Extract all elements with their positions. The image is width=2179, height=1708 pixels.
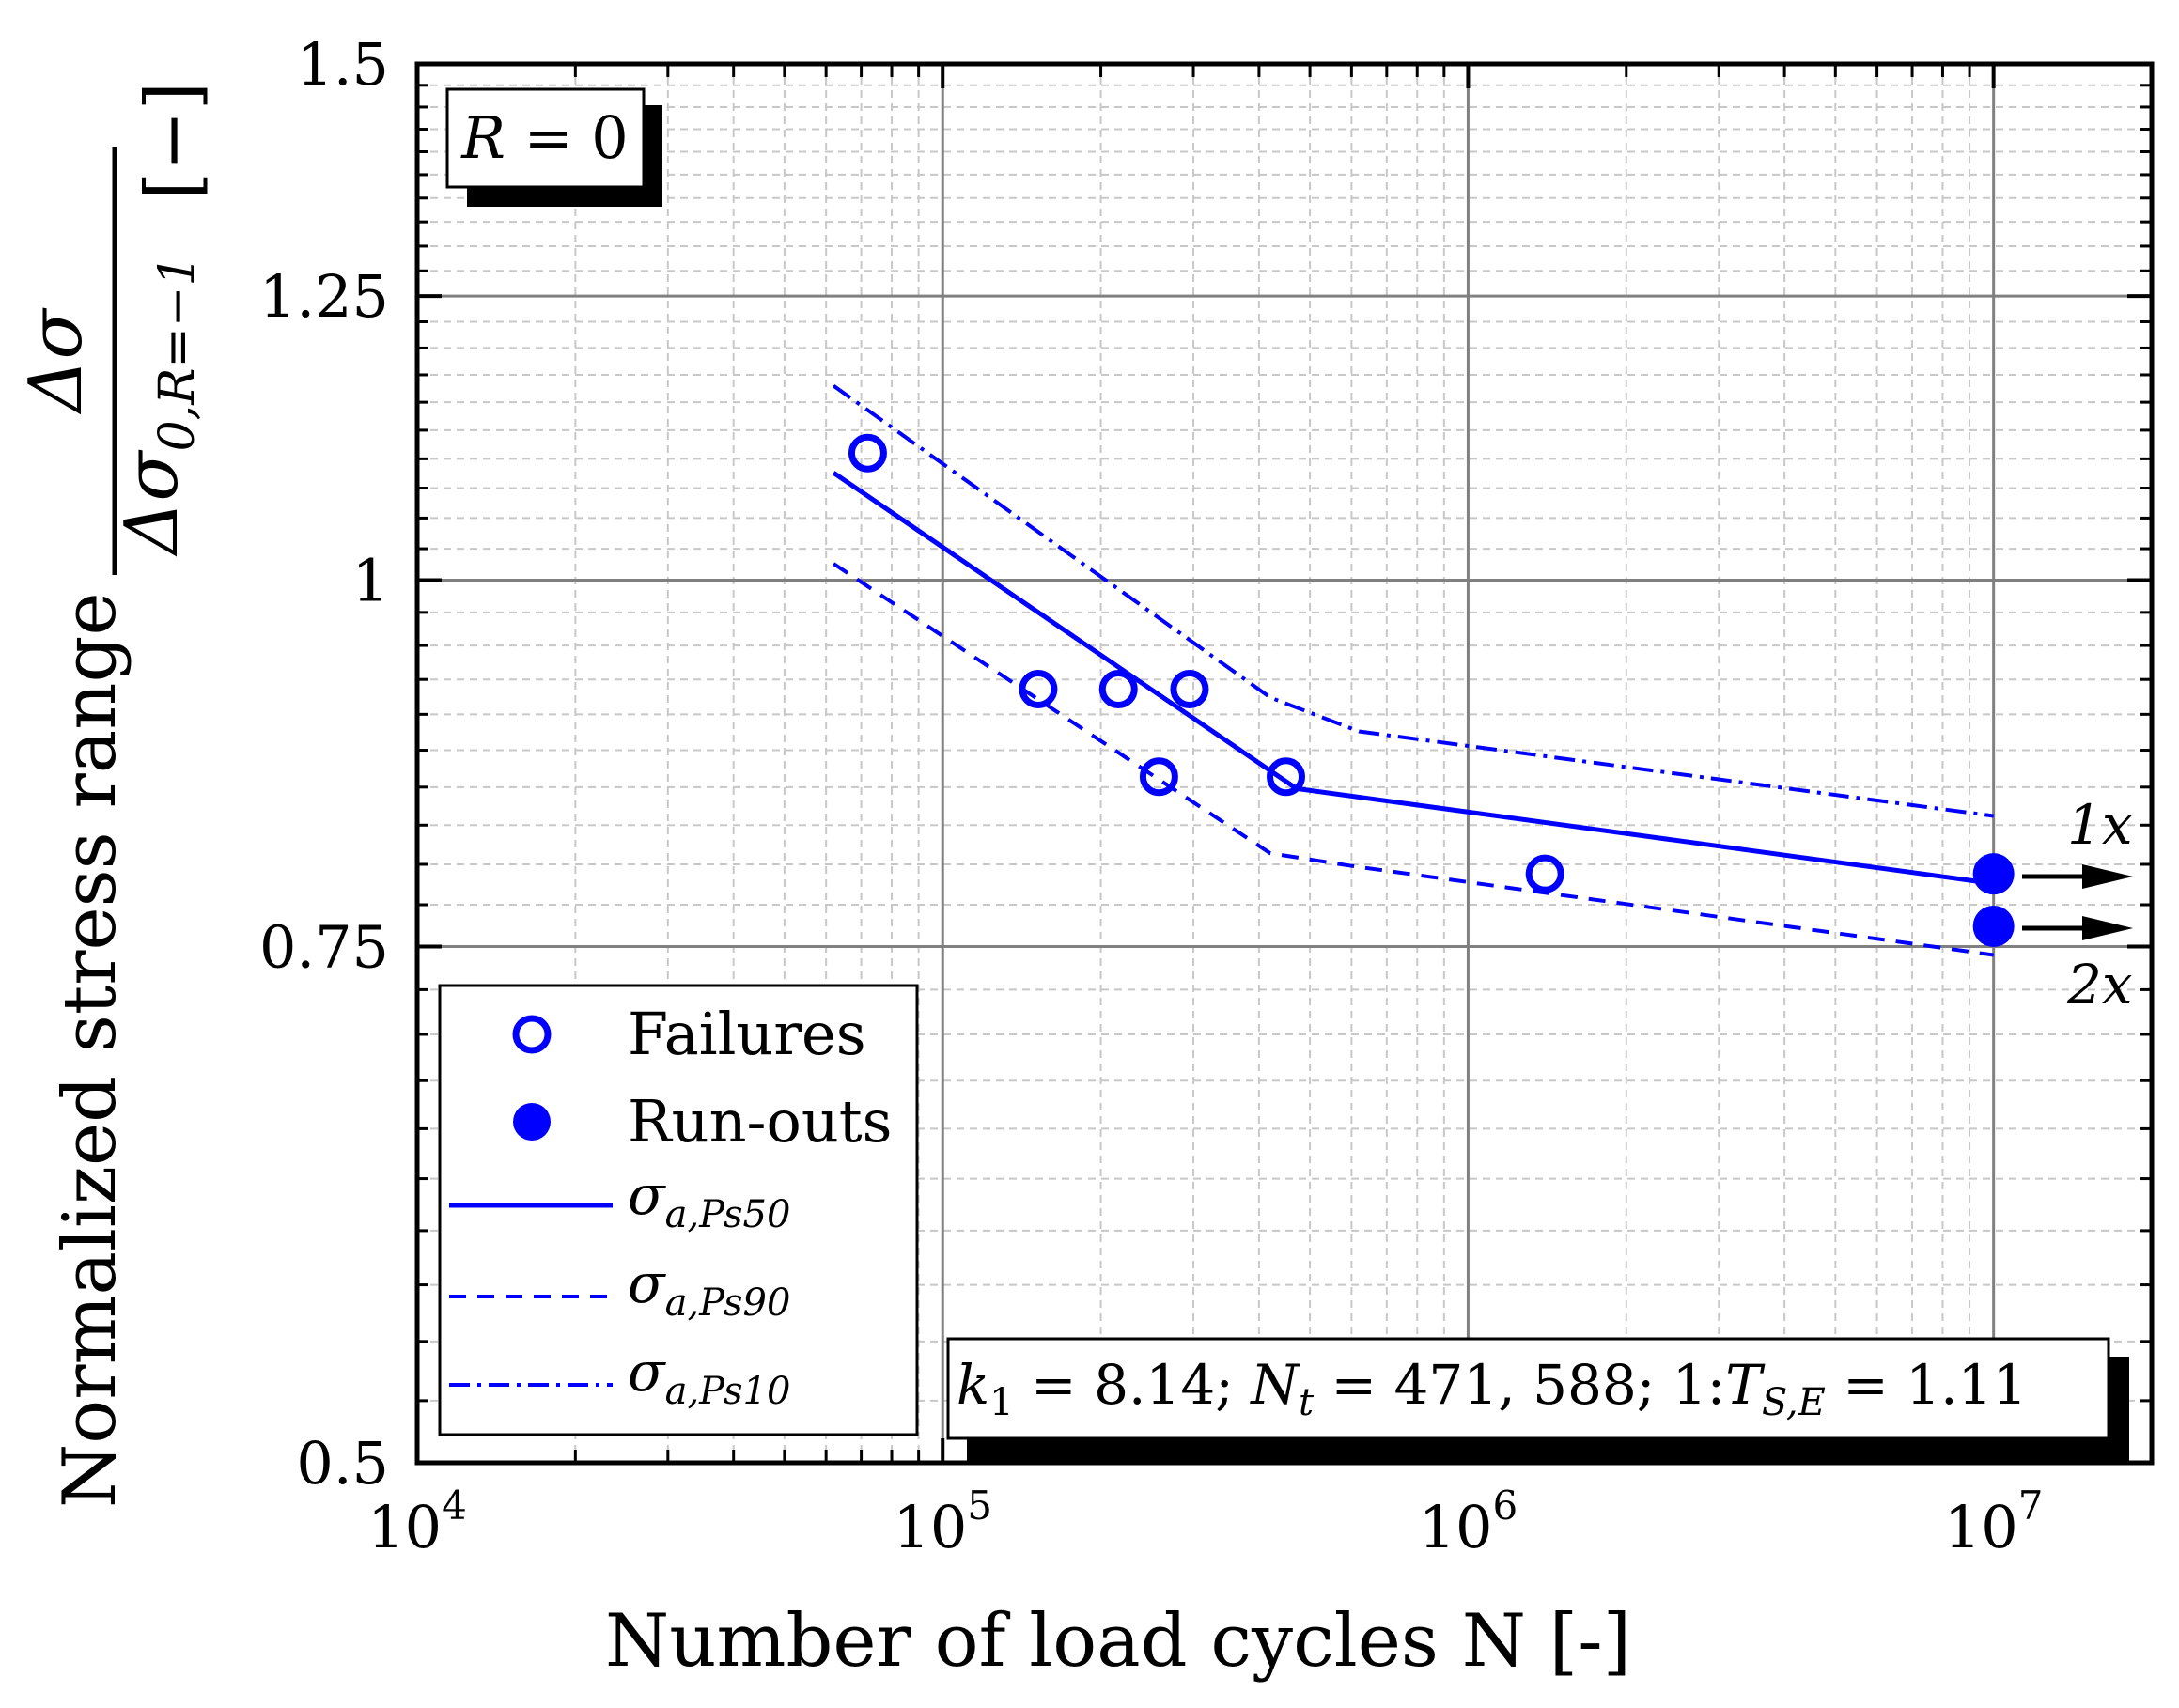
ratio-value: 0: [591, 103, 628, 172]
y-axis-title: Normalized stress range Δσ Δσ0,R=−1 [−]: [14, 82, 215, 1508]
x-tick-exponent: 7: [2018, 1483, 2044, 1529]
line--a-ps10: [832, 383, 1994, 818]
ratio-var: R: [460, 103, 506, 172]
legend-ps10-label: σa,Ps10: [628, 1340, 790, 1413]
y-tick-label: 1.5: [296, 30, 389, 99]
failure-point: [848, 433, 887, 473]
y-tick-label: 0.5: [296, 1429, 389, 1498]
ratio-annotation: R = 0: [445, 87, 662, 207]
x-tick-label: 107: [1944, 1483, 2044, 1561]
params-annotation-text: k1 = 8.14; Nt = 471, 588; 1:TS,E = 1.11: [957, 1353, 2027, 1424]
legend-ps10-main: σ: [628, 1340, 666, 1404]
runout-point: [1972, 853, 2015, 895]
major-grid: [415, 64, 2152, 1463]
legend-runouts-marker: [513, 1103, 551, 1141]
runout-arrow-2-head: [2082, 916, 2133, 940]
params-annotation-box: [946, 1337, 2110, 1440]
t-var: T: [1725, 1353, 1766, 1417]
legend-runouts-label: Run-outs: [628, 1087, 892, 1156]
x-tick-base: 10: [1944, 1493, 2018, 1561]
y-axis-title-unit: [−]: [131, 82, 215, 200]
t-prefix: 1:: [1673, 1353, 1725, 1417]
axis-ticks: [415, 62, 2154, 1465]
series-points: [848, 433, 2015, 947]
legend-failures-marker: [512, 1015, 552, 1054]
failure-point: [1170, 670, 1209, 709]
runout-label-2x: 2x: [2066, 953, 2133, 1017]
legend-failures-label: Failures: [628, 1000, 866, 1068]
ratio-annotation-box: [445, 87, 646, 189]
ratio-op: =: [506, 103, 591, 172]
runout-point: [1972, 905, 2015, 947]
y-tick-label: 1: [352, 547, 389, 615]
failure-point: [1019, 670, 1058, 709]
x-tick-label: 106: [1419, 1483, 1518, 1561]
x-tick-base: 10: [893, 1493, 967, 1561]
x-axis-title: Number of load cycles N [-]: [605, 1599, 1631, 1684]
legend-ps50-label: σa,Ps50: [628, 1163, 790, 1236]
failure-point: [1267, 757, 1306, 797]
x-tick-base: 10: [1419, 1493, 1493, 1561]
line--a-ps90: [832, 562, 1994, 957]
legend: Failures Run-outs σa,Ps50 σa,Ps90 σa,Ps1…: [438, 984, 919, 1436]
y-axis-title-denominator: Δσ0,R=−1: [110, 255, 206, 557]
t-value: = 1.11: [1826, 1353, 2028, 1417]
y-axis-title-denominator-main: Δσ: [110, 450, 195, 557]
y-axis-title-denominator-sub: 0,R=−1: [149, 255, 206, 451]
legend-ps90-sub: a,Ps90: [665, 1281, 791, 1325]
ratio-annotation-text: R = 0: [460, 103, 629, 172]
runout-arrow-1-head: [2082, 864, 2133, 889]
runout-label-1x: 1x: [2067, 793, 2133, 857]
params-annotation: k1 = 8.14; Nt = 471, 588; 1:TS,E = 1.11: [946, 1337, 2129, 1464]
x-tick-exponent: 5: [967, 1483, 992, 1529]
x-tick-label: 104: [367, 1483, 467, 1561]
k-sub: 1: [989, 1381, 1013, 1424]
failure-point: [1098, 670, 1138, 709]
failure-point: [1139, 757, 1178, 797]
y-axis-title-numerator: Δσ: [14, 307, 99, 414]
legend-ps50-main: σ: [628, 1163, 666, 1227]
y-axis-title-prefix: Normalized stress range: [48, 592, 132, 1508]
y-tick-label: 1.25: [259, 262, 389, 331]
legend-box: [438, 984, 919, 1436]
legend-ps90-label: σa,Ps90: [628, 1251, 790, 1325]
legend-ps50-sub: a,Ps50: [665, 1193, 791, 1236]
n-value: = 471, 588;: [1314, 1353, 1673, 1417]
t-sub: S,E: [1762, 1381, 1826, 1424]
x-tick-exponent: 6: [1493, 1483, 1518, 1529]
n-var: N: [1249, 1353, 1300, 1417]
y-tick-label: 0.75: [259, 912, 389, 981]
legend-ps10-sub: a,Ps10: [665, 1370, 791, 1413]
legend-ps90-main: σ: [628, 1251, 666, 1315]
x-tick-label: 105: [893, 1483, 992, 1561]
x-tick-base: 10: [367, 1493, 442, 1561]
x-tick-exponent: 4: [442, 1483, 467, 1529]
k-var: k: [957, 1353, 989, 1417]
runout-arrows: 1x 2x: [2022, 793, 2133, 1017]
k-value: = 8.14;: [1014, 1353, 1252, 1417]
failure-point: [1525, 854, 1564, 893]
n-sub: t: [1299, 1381, 1315, 1424]
